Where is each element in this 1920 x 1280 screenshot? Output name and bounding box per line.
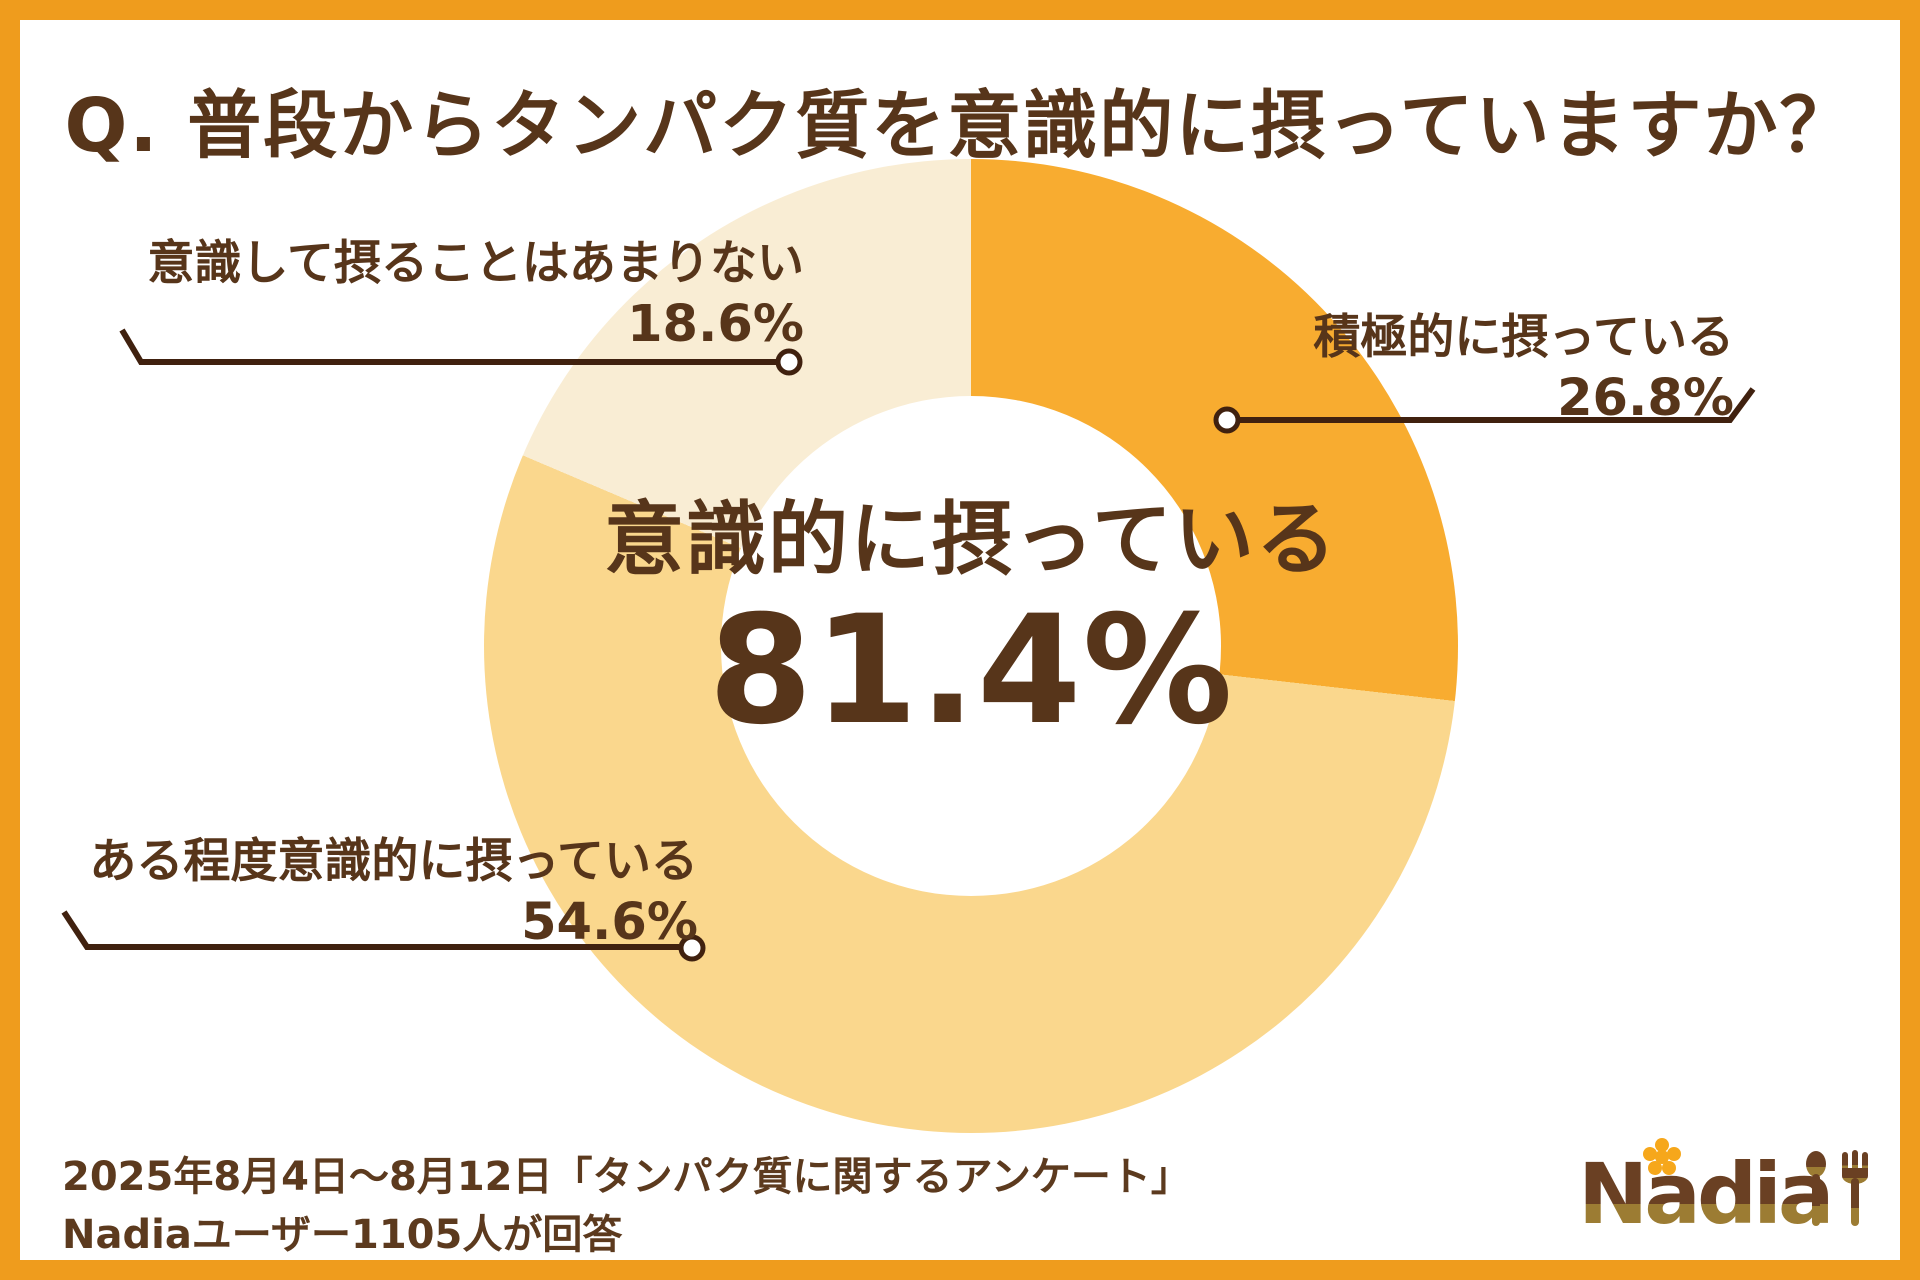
- page-title: Q. 普段からタンパク質を意識的に摂っていますか？: [64, 83, 1856, 169]
- survey-respondents: Nadiaユーザー1105人が回答: [62, 1212, 623, 1258]
- center-summary-label: 意識的に摂っている: [604, 493, 1338, 586]
- center-summary-value: 81.4%: [708, 584, 1234, 758]
- callout-not-conscious: 意識して摂ることはあまりない 18.6%: [147, 236, 804, 355]
- donut-center-summary: 意識的に摂っている 81.4%: [271, 493, 1671, 758]
- callout-percentage: 18.6%: [627, 295, 804, 355]
- cutlery-icon: [1806, 1150, 1868, 1226]
- survey-source-note: 2025年8月4日～8月12日「タンパク質に関するアンケート」 Nadiaユーザ…: [62, 1148, 1191, 1260]
- callout-actively-taking: 積極的に摂っている 26.8%: [1313, 310, 1734, 429]
- callout-label: ある程度意識的に摂っている: [89, 834, 698, 889]
- callout-percentage: 26.8%: [1557, 369, 1734, 429]
- nadia-logo: Nadia: [1578, 1138, 1878, 1248]
- donut-hole: [721, 396, 1221, 896]
- callout-somewhat-conscious: ある程度意識的に摂っている 54.6%: [89, 834, 698, 953]
- flower-icon: [1643, 1138, 1681, 1175]
- survey-period: 2025年8月4日～8月12日「タンパク質に関するアンケート」: [62, 1154, 1191, 1200]
- callout-label: 意識して摂ることはあまりない: [147, 236, 804, 291]
- nadia-logo-text: Nadia: [1578, 1145, 1835, 1243]
- callout-label: 積極的に摂っている: [1313, 310, 1734, 365]
- callout-percentage: 54.6%: [521, 893, 698, 953]
